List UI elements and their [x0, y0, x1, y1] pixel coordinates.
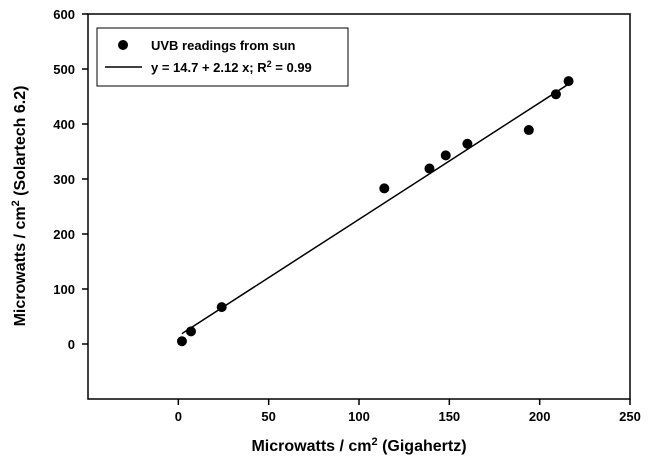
- legend-label-uvb: UVB readings from sun: [151, 38, 296, 53]
- y-tick-label: 300: [53, 172, 75, 187]
- x-tick-label: 150: [438, 409, 460, 424]
- legend-marker-uvb: [118, 40, 128, 50]
- data-point: [523, 125, 534, 136]
- regression-line: [181, 83, 569, 335]
- data-point: [440, 150, 451, 161]
- legend-box: [96, 27, 349, 87]
- y-tick-label: 200: [53, 227, 75, 242]
- y-tick-label: 100: [53, 282, 75, 297]
- x-axis-title: Microwatts / cm2 (Gigahertz): [251, 436, 466, 455]
- data-point: [424, 163, 435, 174]
- y-tick-label: 0: [68, 337, 75, 352]
- x-tick-label: 250: [619, 409, 641, 424]
- data-point: [563, 76, 574, 87]
- y-axis-title: Microwatts / cm2 (Solartech 6.2): [10, 86, 29, 327]
- regression-line-group: [181, 83, 569, 335]
- data-points: [176, 76, 574, 347]
- x-axis-ticks: 0 50 100 150 200 250: [175, 399, 641, 424]
- data-point: [379, 183, 390, 194]
- legend: UVB readings from sun y = 14.7 + 2.12 x;…: [96, 27, 349, 87]
- y-tick-label: 400: [53, 117, 75, 132]
- data-point: [462, 138, 473, 149]
- y-axis-ticks: 0 100 200 300 400 500 600: [53, 7, 88, 352]
- y-tick-label: 600: [53, 7, 75, 22]
- legend-label-fit: y = 14.7 + 2.12 x; R2 = 0.99: [151, 59, 312, 75]
- data-point: [216, 302, 227, 313]
- x-tick-label: 200: [529, 409, 551, 424]
- data-point: [550, 89, 561, 100]
- x-tick-label: 0: [175, 409, 182, 424]
- data-point: [185, 326, 196, 337]
- x-tick-label: 100: [348, 409, 370, 424]
- data-point: [176, 336, 187, 347]
- y-tick-label: 500: [53, 62, 75, 77]
- x-tick-label: 50: [261, 409, 275, 424]
